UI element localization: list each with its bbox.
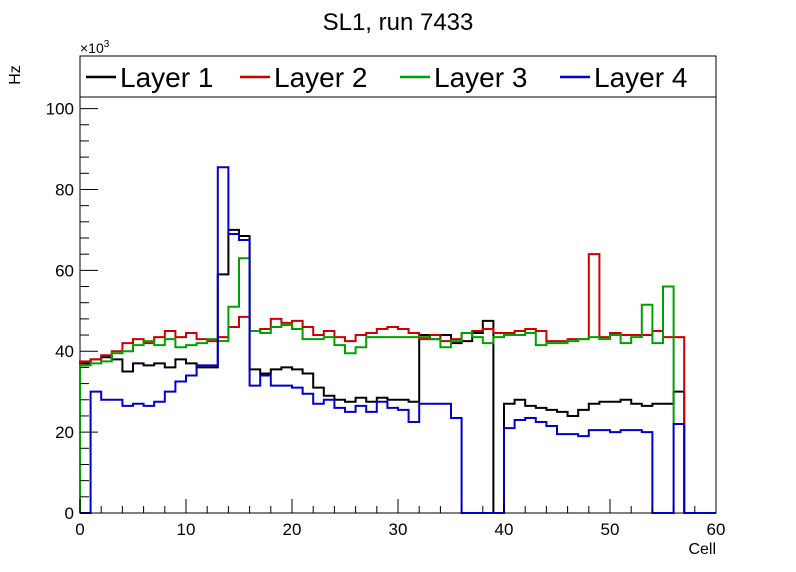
series-line-layer-4 [80,166,716,514]
x-axis-title: Cell [688,541,716,558]
axes-group: 0 10 20 30 40 50 60 0 20 40 60 80 100 [46,59,726,539]
legend-item-layer-4: Layer 4 [560,62,687,93]
legend-label: Layer 1 [120,62,213,93]
legend-label: Layer 2 [274,62,367,93]
legend-box [79,55,717,98]
x-tick-label: 30 [389,520,408,539]
legend-item-layer-2: Layer 2 [240,62,367,93]
series-line-layer-1 [79,228,716,514]
series-group [79,166,716,514]
x-tick-label: 50 [601,520,620,539]
x-tick-label: 10 [177,520,196,539]
x-tick-label: 60 [707,520,726,539]
chart-title: SL1, run 7433 [323,9,474,36]
series-line-layer-2 [79,253,716,514]
y-tick-label: 20 [55,423,74,442]
y-axis-multiplier: ×103 [80,39,110,56]
y-tick-label: 80 [55,180,74,199]
y-axis-multiplier-base: ×10 [80,40,104,56]
legend-item-layer-1: Layer 1 [86,62,213,93]
y-tick-label: 60 [55,261,74,280]
y-tick-label: 0 [65,504,74,523]
y-tick-label: 40 [55,342,74,361]
y-axis-multiplier-exponent: 3 [104,39,110,50]
legend: Layer 1 Layer 2 Layer 3 Layer 4 [79,55,717,98]
legend-label: Layer 4 [594,62,687,93]
y-axis-title: Hz [7,65,24,85]
series-line-layer-3 [79,257,716,514]
x-tick-label: 40 [495,520,514,539]
x-tick-label: 20 [283,520,302,539]
x-tick-label: 0 [75,520,84,539]
plot-frame [79,55,717,514]
y-tick-label: 100 [46,100,74,119]
legend-label: Layer 3 [434,62,527,93]
legend-item-layer-3: Layer 3 [400,62,527,93]
